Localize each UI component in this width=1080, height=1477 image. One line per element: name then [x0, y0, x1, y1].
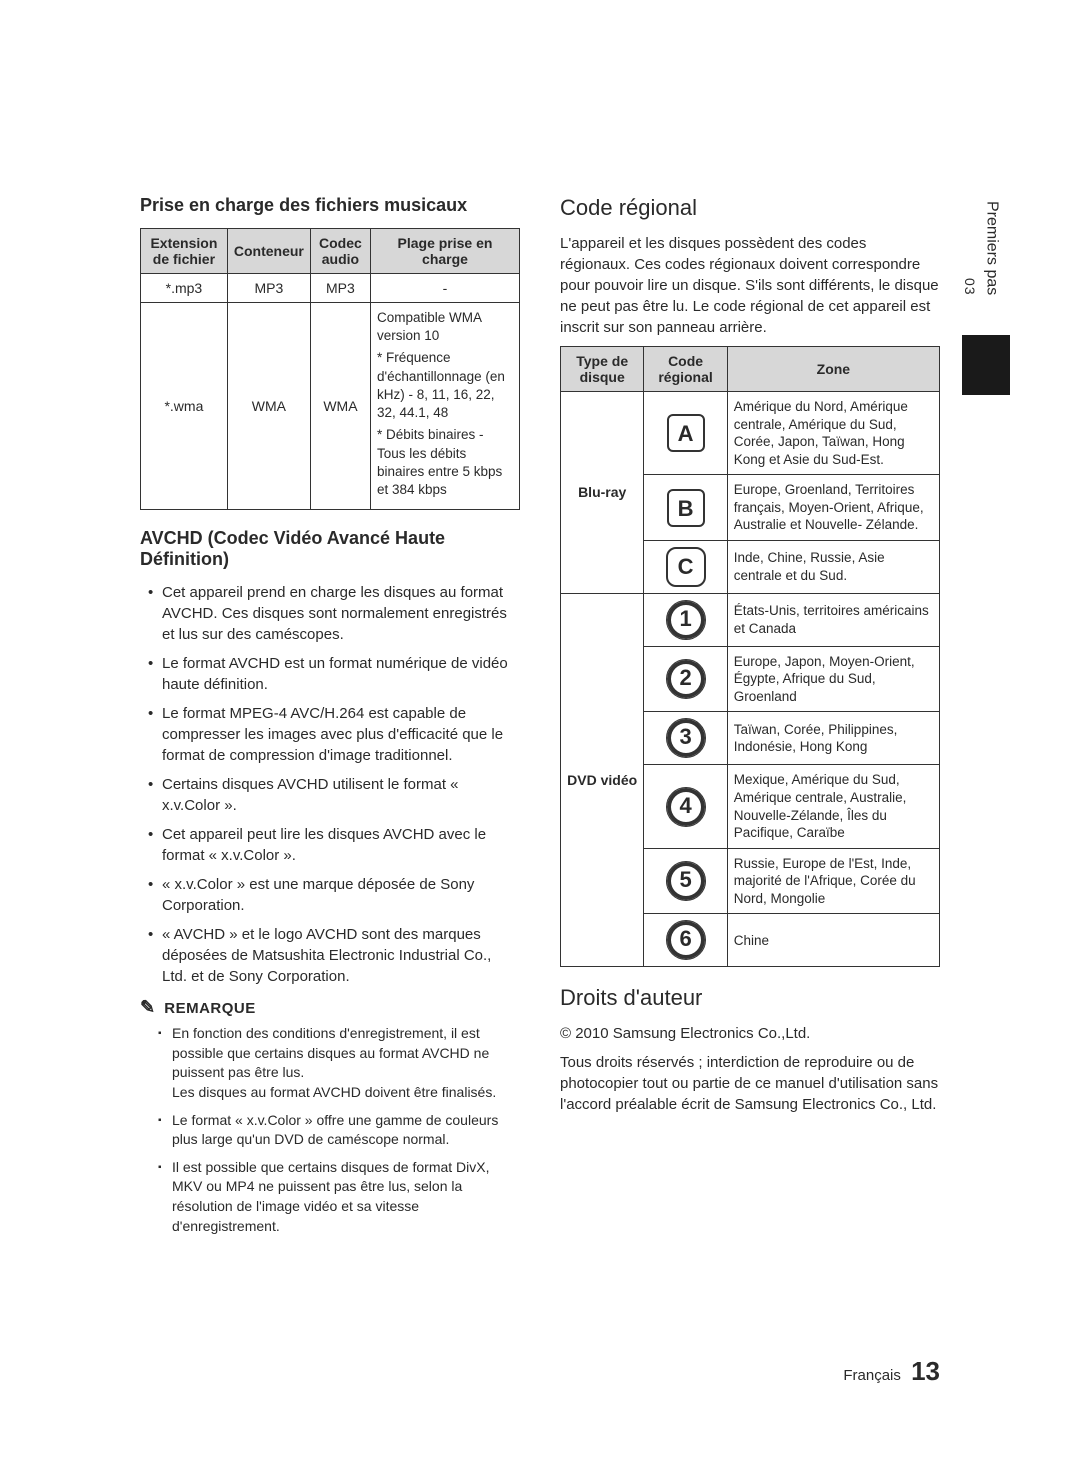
- region-icon-5: 5: [666, 861, 706, 901]
- avchd-bullet-list: Cet appareil prend en charge les disques…: [140, 582, 520, 987]
- region-icon-6: 6: [666, 920, 706, 960]
- region-icon-1: 1: [666, 600, 706, 640]
- copyright-line: © 2010 Samsung Electronics Co.,Ltd.: [560, 1023, 940, 1044]
- music-file-table: Extension de fichier Conteneur Codec aud…: [140, 228, 520, 510]
- region-icon-c: C: [666, 547, 706, 587]
- list-item: Il est possible que certains disques de …: [158, 1158, 520, 1236]
- zone-text: Russie, Europe de l'Est, Inde, majorité …: [727, 848, 939, 914]
- list-item: Le format « x.v.Color » offre une gamme …: [158, 1111, 520, 1150]
- zone-text: Taïwan, Corée, Philippines, Indonésie, H…: [727, 712, 939, 765]
- list-item: Cet appareil prend en charge les disques…: [148, 582, 520, 645]
- list-item: Cet appareil peut lire les disques AVCHD…: [148, 824, 520, 866]
- col-codec: Codec audio: [310, 229, 370, 274]
- table-row: *.mp3 MP3 MP3 -: [141, 274, 520, 303]
- heading-avchd: AVCHD (Codec Vidéo Avancé Haute Définiti…: [140, 528, 520, 570]
- col-disc-type: Type de disque: [561, 347, 644, 392]
- zone-text: États-Unis, territoires américains et Ca…: [727, 593, 939, 646]
- table-row: *.wma WMA WMA Compatible WMA version 10 …: [141, 303, 520, 510]
- side-tab-marker: [962, 335, 1010, 395]
- remark-list: En fonction des conditions d'enregistrem…: [140, 1024, 520, 1236]
- wma-range-cell: Compatible WMA version 10 * Fréquence d'…: [370, 303, 519, 510]
- page-content: Prise en charge des fichiers musicaux Ex…: [0, 0, 1080, 1244]
- zone-text: Mexique, Amérique du Sud, Amérique centr…: [727, 765, 939, 848]
- disc-type-dvd: DVD vidéo: [561, 593, 644, 966]
- list-item: Le format AVCHD est un format numérique …: [148, 653, 520, 695]
- heading-region-code: Code régional: [560, 195, 940, 221]
- col-region-code: Code régional: [644, 347, 727, 392]
- left-column: Prise en charge des fichiers musicaux Ex…: [140, 195, 520, 1244]
- note-icon: ✎: [140, 997, 156, 1017]
- region-icon-b: B: [667, 489, 705, 527]
- list-item: « x.v.Color » est une marque déposée de …: [148, 874, 520, 916]
- list-item: En fonction des conditions d'enregistrem…: [158, 1024, 520, 1102]
- section-name: Premiers pas: [982, 201, 1000, 295]
- zone-text: Europe, Groenland, Territoires français,…: [727, 475, 939, 541]
- region-icon-4: 4: [666, 787, 706, 827]
- region-icon-a: A: [667, 414, 705, 452]
- zone-text: Inde, Chine, Russie, Asie centrale et du…: [727, 540, 939, 593]
- footer-page-number: 13: [911, 1356, 940, 1386]
- col-range: Plage prise en charge: [370, 229, 519, 274]
- region-code-table: Type de disque Code régional Zone Blu-ra…: [560, 346, 940, 967]
- section-number: 03: [962, 278, 978, 296]
- col-ext: Extension de fichier: [141, 229, 228, 274]
- col-zone: Zone: [727, 347, 939, 392]
- list-item: Le format MPEG-4 AVC/H.264 est capable d…: [148, 703, 520, 766]
- disc-type-bluray: Blu-ray: [561, 392, 644, 594]
- heading-copyright: Droits d'auteur: [560, 985, 940, 1011]
- zone-text: Europe, Japon, Moyen-Orient, Égypte, Afr…: [727, 646, 939, 712]
- region-icon-2: 2: [666, 659, 706, 699]
- table-row: Blu-ray A Amérique du Nord, Amérique cen…: [561, 392, 940, 475]
- region-icon-3: 3: [666, 718, 706, 758]
- copyright-line: Tous droits réservés ; interdiction de r…: [560, 1052, 940, 1115]
- heading-music-support: Prise en charge des fichiers musicaux: [140, 195, 520, 216]
- zone-text: Chine: [727, 914, 939, 967]
- right-column: Code régional L'appareil et les disques …: [560, 195, 940, 1244]
- footer-language: Français: [843, 1367, 901, 1384]
- section-side-tab: 03 Premiers pas: [962, 195, 1010, 375]
- remark-heading: ✎ REMARQUE: [140, 997, 520, 1018]
- list-item: « AVCHD » et le logo AVCHD sont des marq…: [148, 924, 520, 987]
- page-footer: Français 13: [843, 1356, 940, 1387]
- col-container: Conteneur: [227, 229, 310, 274]
- region-intro-text: L'appareil et les disques possèdent des …: [560, 233, 940, 338]
- zone-text: Amérique du Nord, Amérique centrale, Amé…: [727, 392, 939, 475]
- list-item: Certains disques AVCHD utilisent le form…: [148, 774, 520, 816]
- table-row: DVD vidéo 1 États-Unis, territoires amér…: [561, 593, 940, 646]
